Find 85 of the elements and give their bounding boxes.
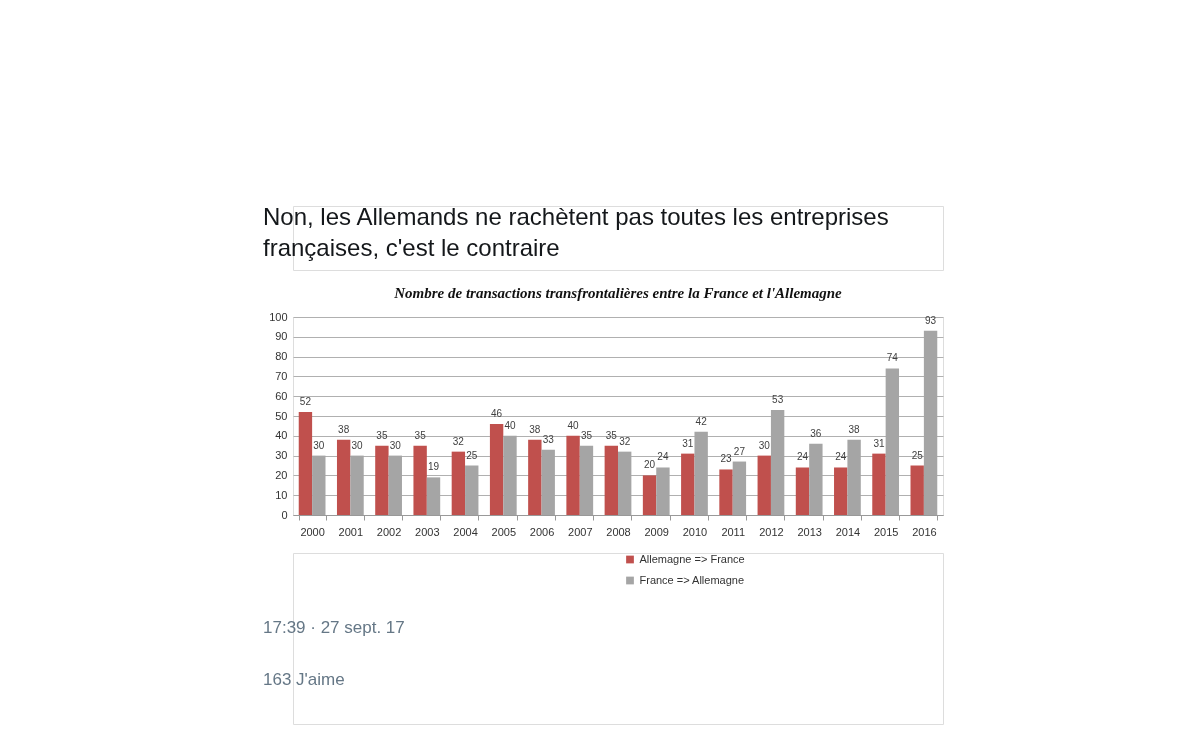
data-label: 25: [911, 449, 924, 461]
data-label: 30: [389, 439, 402, 451]
text: 17:39 · 27 sept. 17: [263, 618, 405, 637]
legend-label: France => Allemagne: [639, 573, 745, 586]
y-tick-label: 90: [275, 330, 288, 343]
chart-title: Nombre de transactions transfrontalières entre la France et l'Allemagne: [393, 285, 843, 301]
x-tick-label: 2009: [644, 525, 669, 538]
data-label: 40: [504, 419, 516, 431]
text: Non, les Allemands ne rachètent pas toutes les entreprises françaises, c'est le contraire: [263, 203, 889, 261]
x-tick-label: 2002: [376, 525, 402, 538]
bar: [795, 467, 810, 515]
data-label: 30: [313, 439, 325, 451]
y-tick-label: 100: [269, 310, 288, 323]
bar: [681, 453, 695, 515]
data-label: 30: [758, 439, 771, 451]
data-label: 31: [682, 437, 694, 449]
x-tick-label: 2012: [759, 525, 784, 538]
data-label: 93: [925, 314, 937, 326]
x-tick-label: 2016: [912, 525, 937, 538]
y-tick-label: 0: [281, 508, 288, 521]
x-tick-label: 2010: [682, 525, 708, 538]
data-label: 19: [427, 461, 440, 473]
data-label: 35: [376, 429, 388, 441]
y-tick-label: 40: [275, 429, 288, 442]
data-label: 33: [542, 433, 555, 445]
y-tick-label: 60: [275, 389, 288, 402]
data-label: 24: [835, 451, 847, 463]
data-label: 24: [796, 451, 809, 463]
x-tick-label: 2013: [797, 525, 822, 538]
x-tick-label: 2008: [606, 525, 631, 538]
x-tick-label: 2006: [529, 525, 555, 538]
bar: [872, 453, 886, 515]
data-label: 30: [351, 439, 364, 451]
x-tick-label: 2014: [835, 525, 861, 538]
data-label: 32: [452, 435, 465, 447]
y-tick-label: 50: [275, 409, 288, 422]
x-tick-label: 2001: [338, 525, 364, 538]
data-label: 38: [529, 423, 541, 435]
bar: [719, 469, 733, 515]
x-tick-label: 2015: [873, 525, 899, 538]
x-tick-label: 2005: [491, 525, 517, 538]
data-label: 52: [299, 396, 312, 408]
y-tick-label: 10: [275, 488, 288, 501]
data-label: 35: [605, 429, 618, 441]
data-label: 42: [695, 415, 708, 427]
bar: [336, 439, 351, 515]
data-label: 74: [886, 352, 899, 364]
data-label: 35: [580, 429, 593, 441]
bar: [642, 475, 657, 515]
bar: [910, 465, 924, 515]
x-tick-label: 2000: [300, 525, 325, 538]
bar: [451, 451, 466, 515]
bar: [834, 467, 848, 515]
bar: [566, 435, 580, 515]
x-tick-label: 2003: [415, 525, 440, 538]
bar: [604, 445, 618, 515]
data-label: 27: [733, 445, 746, 457]
y-tick-label: 70: [275, 369, 288, 382]
data-label: 46: [491, 407, 503, 419]
y-tick-label: 80: [275, 350, 288, 363]
data-label: 38: [848, 423, 861, 435]
y-tick-label: 20: [275, 468, 288, 481]
data-label: 53: [772, 394, 784, 406]
legend-label: Allemagne => France: [639, 552, 745, 565]
bar: [413, 445, 427, 515]
data-label: 23: [720, 453, 733, 465]
text: 163 J'aime: [263, 670, 345, 689]
data-label: 38: [338, 423, 350, 435]
bar: [375, 445, 389, 515]
data-label: 36: [810, 427, 822, 439]
bar: [298, 412, 313, 515]
bar: [757, 455, 771, 515]
data-label: 35: [414, 429, 427, 441]
data-label: 40: [567, 419, 580, 431]
x-tick-label: 2007: [568, 525, 593, 538]
data-label: 32: [619, 435, 631, 447]
data-label: 25: [466, 449, 478, 461]
x-tick-label: 2011: [721, 525, 746, 538]
data-label: 31: [873, 437, 885, 449]
data-label: 20: [643, 459, 656, 471]
x-tick-label: 2004: [453, 525, 478, 538]
bar: [528, 439, 542, 515]
y-tick-label: 30: [275, 449, 288, 462]
data-label: 24: [657, 451, 669, 463]
bar: [489, 423, 504, 515]
